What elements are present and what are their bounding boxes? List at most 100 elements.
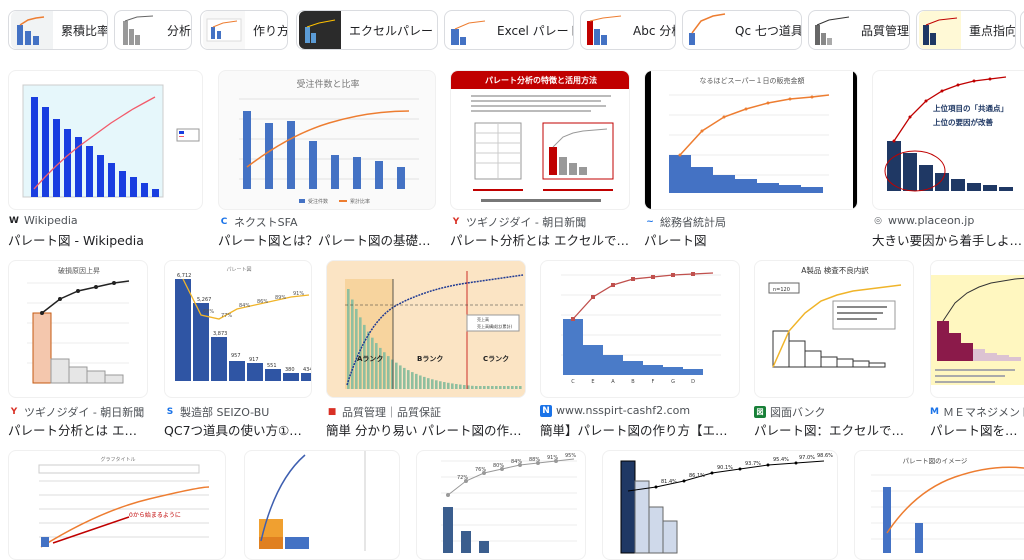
cumulative-pct-label: 93.7%	[745, 461, 761, 467]
result-thumbnail[interactable]: 破損原因上昇	[8, 260, 148, 398]
result-title[interactable]: パレート図	[644, 233, 707, 248]
decorative-bar	[419, 375, 422, 389]
result-title[interactable]: 簡単 分かり易い パレート図の作成【…	[326, 423, 526, 438]
image-result[interactable]	[244, 450, 400, 560]
result-thumbnail[interactable]: 受注件数と比率 受注件数 累計比率	[218, 70, 436, 210]
result-title[interactable]: パレート図とは？パレート図の基礎と活…	[218, 233, 436, 248]
image-result[interactable]: なるほどスーパー１日の販売金額 ~ 総務省統計局 パレート図	[644, 70, 858, 248]
image-result[interactable]: パレート分析の特徴と活用方法 Y ツギノジダイ - 朝日新聞 パレート分析とは エ…	[450, 70, 630, 248]
result-thumbnail[interactable]	[930, 260, 1024, 398]
result-title[interactable]: QC7つ道具の使い方①パ…	[164, 423, 312, 438]
image-result[interactable]: Aランク Bランク Cランク 売上高 売上高構成比(累計) ■ 品質管理｜品質保証…	[326, 260, 526, 438]
result-source[interactable]: S 製造部 SEIZO-BU	[164, 404, 312, 420]
decorative-bar	[491, 386, 494, 389]
result-thumbnail[interactable]	[8, 70, 203, 210]
result-thumbnail[interactable]: 上位項目の「共通点」 上位の要因が改善	[872, 70, 1024, 210]
result-source[interactable]: C ネクストSFA	[218, 214, 436, 230]
result-thumbnail[interactable]: A製品 検査不良内訳 n=120	[754, 260, 914, 398]
result-thumbnail[interactable]: グラフタイトル 0から始まるように	[8, 450, 226, 560]
cumulative-pct-label: 95%	[565, 453, 576, 459]
decorative-bar	[507, 386, 510, 389]
result-source[interactable]: Y ツギノジダイ - 朝日新聞	[8, 404, 148, 420]
cumulative-pct-label: 86.1%	[689, 473, 705, 479]
pareto-chart-thumbnail: 上位項目の「共通点」 上位の要因が改善	[884, 76, 1013, 192]
chip-abc-analysis[interactable]: Abc 分析	[580, 10, 676, 50]
result-source[interactable]: W Wikipedia	[9, 214, 78, 227]
chip-thumbnail	[583, 11, 625, 49]
image-result[interactable]: 72% 76% 80% 84% 88% 91% 95%	[416, 450, 586, 560]
result-thumbnail[interactable]: C E A B F G D	[540, 260, 740, 398]
chip-label: Qc 七つ道具	[735, 23, 802, 38]
result-thumbnail[interactable]: パレート図のイメージ	[854, 450, 1024, 560]
result-source[interactable]: MＭＥマネジメントサ…	[930, 406, 1024, 419]
pareto-chart-thumbnail: C E A B F G D	[561, 272, 721, 385]
category-label: G	[671, 379, 675, 385]
result-title[interactable]: パレート図を活用し…	[930, 423, 1024, 438]
annotation-label: 0から始まるように	[129, 511, 181, 519]
decorative-bar	[399, 365, 402, 389]
legend-bar-label: 受注件数	[308, 198, 328, 205]
decorative-bar	[515, 386, 518, 389]
result-title[interactable]: パレート図 - Wikipedia	[8, 233, 144, 248]
decorative-bar	[359, 317, 362, 389]
image-result[interactable]: W Wikipedia パレート図 - Wikipedia	[8, 70, 203, 248]
result-source[interactable]: Y ツギノジダイ - 朝日新聞	[450, 214, 630, 230]
site-favicon-icon: ■	[327, 407, 337, 417]
image-result[interactable]: 81.4% 86.1% 90.1% 93.7% 95.4% 97.0% 98.6…	[602, 450, 838, 560]
chip-analysis[interactable]: 分析	[114, 10, 192, 50]
chip-how-to-make[interactable]: 作り方	[200, 10, 288, 50]
decorative-bar	[403, 367, 406, 389]
chip-excel-pareto[interactable]: Excel パレート	[444, 10, 574, 50]
cumulative-pct-label: 86%	[257, 299, 268, 305]
image-result[interactable]: グラフタイトル 0から始まるように	[8, 450, 226, 560]
decorative-bar	[367, 331, 370, 389]
result-source[interactable]: ■ 品質管理｜品質保証	[327, 406, 441, 419]
result-thumbnail[interactable]: 72% 76% 80% 84% 88% 91% 95%	[416, 450, 586, 560]
decorative-bar	[495, 386, 498, 389]
bar-value-label: 5,267	[197, 297, 211, 303]
chip-priority[interactable]: 重点指向	[916, 10, 1016, 50]
cumulative-pct-label: 84%	[239, 303, 250, 309]
result-source[interactable]: ~ 総務省統計局	[644, 214, 858, 230]
thumbnail-title: パレート図のイメージ	[903, 457, 968, 465]
result-title[interactable]: パレート図：エクセルでの…	[754, 423, 914, 438]
result-title[interactable]: パレート分析とは エク…	[8, 423, 148, 438]
image-result[interactable]: 上位項目の「共通点」 上位の要因が改善 ◎ www.placeon.jp 大きい要…	[872, 70, 1024, 248]
chip-label: Excel パレート	[497, 23, 574, 38]
decorative-bar	[371, 337, 374, 389]
result-thumbnail[interactable]: Aランク Bランク Cランク 売上高 売上高構成比(累計)	[326, 260, 526, 398]
decorative-bar	[475, 386, 478, 389]
result-source[interactable]: 図図面バンク	[754, 404, 914, 420]
legend-label: 売上高構成比(累計)	[477, 323, 513, 329]
image-result[interactable]: パレート図のイメージ	[854, 450, 1024, 560]
image-result[interactable]: A製品 検査不良内訳 n=120 図図面バンク パレート図：エクセルでの…	[754, 260, 914, 438]
chip-qc-seven-tools[interactable]: Qc 七つ道具	[682, 10, 802, 50]
image-result[interactable]: 受注件数と比率 受注件数 累計比率 C ネクストSFA パレート図とは？パレート図…	[218, 70, 436, 248]
chip-excel-pareto-jp[interactable]: エクセルパレート	[296, 10, 438, 50]
chip-quality-control[interactable]: 品質管理	[808, 10, 910, 50]
result-title[interactable]: 大きい要因から着手しよう パレ…	[872, 233, 1024, 248]
decorative-bar	[511, 386, 514, 389]
result-thumbnail[interactable]: パレート分析の特徴と活用方法	[450, 70, 630, 210]
result-source[interactable]: ◎ www.placeon.jp	[872, 214, 1024, 227]
site-favicon-icon: ~	[646, 217, 654, 227]
image-result[interactable]: MＭＥマネジメントサ… パレート図を活用し…	[930, 260, 1024, 438]
pareto-chart-thumbnail: 81.4% 86.1% 90.1% 93.7% 95.4% 97.0% 98.6…	[620, 453, 833, 554]
cumulative-pct-label: 80%	[493, 463, 504, 469]
chip-more[interactable]	[1020, 10, 1024, 50]
image-result[interactable]: パレート図 6,712 5,267 3,873 957 917 551 380 …	[164, 260, 312, 438]
result-title[interactable]: 簡単】パレート図の作り方【エクセ…	[540, 423, 740, 438]
pareto-chart-thumbnail: パレート図のイメージ	[871, 457, 1024, 553]
image-result[interactable]: 破損原因上昇 Y ツギノジダイ - 朝日新聞 パレート分析とは エク…	[8, 260, 148, 438]
cumulative-pct-label: 68%	[203, 309, 214, 315]
result-thumbnail[interactable]: 81.4% 86.1% 90.1% 93.7% 95.4% 97.0% 98.6…	[602, 450, 838, 560]
result-title[interactable]: パレート分析とは エクセルでの…	[450, 233, 630, 248]
result-thumbnail[interactable]: パレート図 6,712 5,267 3,873 957 917 551 380 …	[164, 260, 312, 398]
chip-cumulative-ratio[interactable]: 累積比率	[8, 10, 108, 50]
pareto-chart-thumbnail: なるほどスーパー１日の販売金額	[645, 71, 857, 209]
result-thumbnail[interactable]: なるほどスーパー１日の販売金額	[644, 70, 858, 210]
result-thumbnail[interactable]	[244, 450, 400, 560]
chip-label: 重点指向	[969, 23, 1016, 38]
